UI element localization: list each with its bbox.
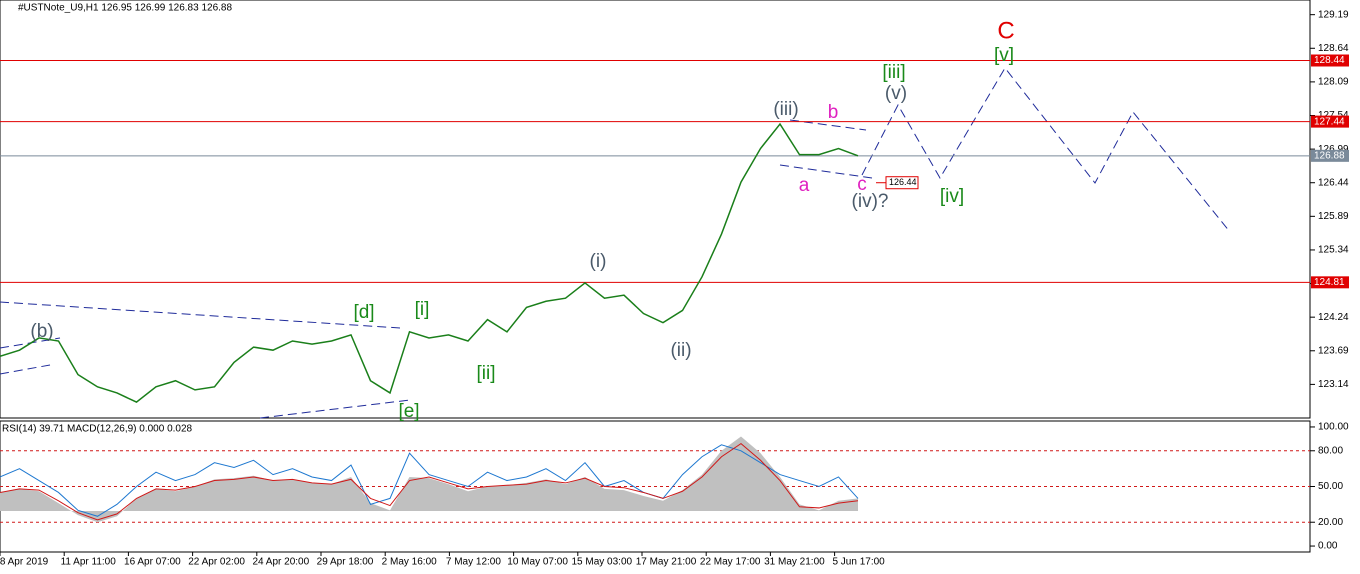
current-label: 126.88	[1314, 150, 1345, 161]
wave-label: [iii]	[882, 62, 905, 83]
rsi-line	[0, 444, 859, 517]
y2-tick-label: 100.00	[1318, 422, 1349, 433]
x-tick-label: 10 May 07:00	[507, 557, 568, 568]
x-tick-label: 7 May 12:00	[446, 557, 501, 568]
wave-label: (i)	[590, 251, 607, 272]
y-tick-label: 125.89	[1318, 211, 1349, 222]
y-tick-label: 129.19	[1318, 9, 1349, 20]
wave-label: c	[857, 174, 867, 195]
macd-area	[0, 436, 858, 523]
level-label: 124.81	[1314, 277, 1345, 288]
wave-label: (v)	[885, 83, 907, 104]
symbol-header: #USTNote_U9,H1 126.95 126.99 126.83 126.…	[18, 3, 232, 14]
x-tick-label: 29 Apr 18:00	[317, 557, 374, 568]
wave-label: [i]	[415, 299, 430, 320]
x-tick-label: 8 Apr 2019	[0, 557, 49, 568]
x-tick-label: 17 May 21:00	[636, 557, 697, 568]
x-tick-label: 5 Jun 17:00	[832, 557, 885, 568]
x-tick-label: 24 Apr 20:00	[252, 557, 309, 568]
x-tick-label: 22 May 17:00	[700, 557, 761, 568]
x-tick-label: 2 May 16:00	[382, 557, 437, 568]
wave-label: (iv)?	[852, 191, 889, 212]
y2-tick-label: 0.00	[1318, 541, 1338, 552]
indicator-header: RSI(14) 39.71 MACD(12,26,9) 0.000 0.028	[2, 424, 193, 435]
y2-tick-label: 20.00	[1318, 517, 1343, 528]
y-tick-label: 128.64	[1318, 43, 1349, 54]
level-tag	[1311, 276, 1349, 289]
wave-label: (iii)	[773, 99, 798, 120]
y-tick-label: 126.99	[1318, 144, 1349, 155]
y2-tick-label: 80.00	[1318, 445, 1343, 456]
y-tick-label: 123.14	[1318, 379, 1349, 390]
x-tick-label: 31 May 21:00	[764, 557, 825, 568]
wave-label: [d]	[353, 302, 374, 323]
wave-label: [v]	[994, 45, 1014, 66]
wave-label: a	[799, 175, 810, 196]
level-tag	[1311, 54, 1349, 67]
wave-label: [e]	[398, 401, 419, 422]
wave-label: (b)	[30, 321, 53, 342]
wave-label: b	[828, 102, 839, 123]
y-tick-label: 126.44	[1318, 177, 1349, 188]
y-tick-label: 124.24	[1318, 312, 1349, 323]
current-tag	[1311, 149, 1349, 162]
level-label: 127.44	[1314, 116, 1345, 127]
x-tick-label: 22 Apr 02:00	[188, 557, 245, 568]
wave-label: [ii]	[477, 363, 496, 384]
y-tick-label: 128.09	[1318, 77, 1349, 88]
level-tag	[1311, 115, 1349, 128]
y2-tick-label: 50.00	[1318, 481, 1343, 492]
x-tick-label: 15 May 03:00	[571, 557, 632, 568]
target-label: 126.44	[889, 177, 917, 187]
x-tick-label: 16 Apr 07:00	[124, 557, 181, 568]
x-tick-label: 11 Apr 11:00	[61, 557, 117, 568]
signal-line	[0, 443, 859, 521]
wave-label: [iv]	[940, 186, 964, 207]
main-frame	[0, 0, 1311, 419]
wave-label: C	[997, 17, 1014, 44]
y-tick-label: 125.34	[1318, 245, 1349, 256]
price-line	[0, 122, 859, 403]
y-tick-label: 123.69	[1318, 345, 1349, 356]
target-tag	[885, 176, 919, 190]
wave-label: (ii)	[670, 340, 691, 361]
level-label: 128.44	[1314, 55, 1345, 66]
